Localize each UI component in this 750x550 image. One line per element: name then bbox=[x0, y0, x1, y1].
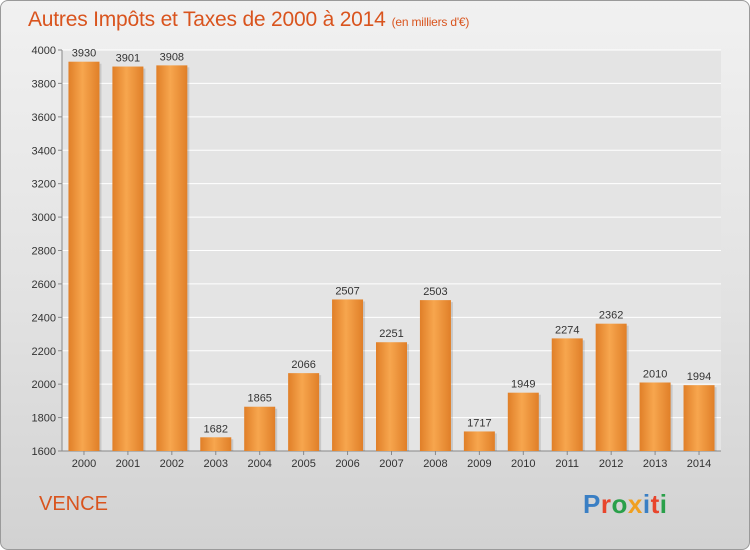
bar-value-label: 3930 bbox=[72, 48, 96, 60]
y-tick-label: 3800 bbox=[32, 78, 56, 90]
bar bbox=[332, 299, 364, 451]
bar bbox=[68, 61, 100, 452]
logo-letter: x bbox=[627, 489, 643, 519]
bar bbox=[551, 338, 583, 451]
x-tick-label: 2004 bbox=[247, 458, 271, 470]
bar-value-label: 1994 bbox=[687, 371, 711, 383]
proxiti-logo: Proxiti bbox=[583, 489, 667, 520]
y-tick-label: 2400 bbox=[32, 312, 56, 324]
bar-value-label: 2274 bbox=[555, 324, 579, 336]
bar bbox=[112, 66, 144, 451]
y-tick-label: 3200 bbox=[32, 179, 56, 191]
bar-value-label: 1865 bbox=[247, 393, 271, 405]
bar-value-label: 1682 bbox=[204, 423, 228, 435]
y-tick-label: 3400 bbox=[32, 145, 56, 157]
y-tick-label: 2200 bbox=[32, 346, 56, 358]
x-tick-label: 2006 bbox=[335, 458, 359, 470]
y-tick-label: 3000 bbox=[32, 212, 56, 224]
x-tick-label: 2000 bbox=[72, 458, 96, 470]
bar bbox=[683, 385, 715, 451]
y-tick-label: 2000 bbox=[32, 379, 56, 391]
bar bbox=[156, 65, 188, 451]
bar bbox=[595, 323, 627, 451]
bar-value-label: 2010 bbox=[643, 368, 667, 380]
chart-subtitle: (en milliers d'€) bbox=[391, 15, 470, 29]
y-tick-label: 1600 bbox=[32, 446, 56, 458]
x-tick-label: 2005 bbox=[291, 458, 315, 470]
y-tick-label: 2800 bbox=[32, 246, 56, 258]
logo-letter: o bbox=[611, 489, 628, 519]
x-tick-label: 2014 bbox=[687, 458, 711, 470]
x-tick-label: 2013 bbox=[643, 458, 667, 470]
bar bbox=[507, 392, 539, 451]
bar bbox=[200, 437, 232, 451]
bar-value-label: 2362 bbox=[599, 310, 623, 322]
y-tick-label: 2600 bbox=[32, 279, 56, 291]
bar bbox=[463, 431, 495, 451]
bar-value-label: 2066 bbox=[291, 359, 315, 371]
bar-value-label: 3908 bbox=[160, 51, 184, 63]
y-tick-label: 1800 bbox=[32, 413, 56, 425]
x-tick-label: 2011 bbox=[555, 458, 579, 470]
logo-letter: i bbox=[659, 489, 668, 519]
place-name: VENCE bbox=[39, 493, 108, 515]
bar bbox=[244, 406, 276, 451]
x-tick-label: 2007 bbox=[379, 458, 403, 470]
x-tick-label: 2012 bbox=[599, 458, 623, 470]
bar bbox=[288, 373, 320, 451]
x-tick-label: 2001 bbox=[116, 458, 140, 470]
bar bbox=[639, 382, 671, 451]
y-tick-label: 4000 bbox=[32, 45, 56, 57]
bar-value-label: 1949 bbox=[511, 379, 535, 391]
bar-value-label: 2251 bbox=[379, 328, 403, 340]
logo-letter: P bbox=[583, 489, 601, 519]
bar-value-label: 2507 bbox=[335, 285, 359, 297]
chart-title-text: Autres Impôts et Taxes de 2000 à 2014 bbox=[28, 8, 386, 31]
x-tick-label: 2002 bbox=[160, 458, 184, 470]
x-tick-label: 2008 bbox=[423, 458, 447, 470]
x-tick-label: 2009 bbox=[467, 458, 491, 470]
logo-letter: r bbox=[600, 489, 612, 519]
logo-letter: t bbox=[650, 489, 660, 519]
bar bbox=[419, 300, 451, 451]
logo-letter: i bbox=[642, 489, 651, 519]
bar bbox=[376, 342, 407, 451]
x-tick-label: 2010 bbox=[511, 458, 535, 470]
chart-title: Autres Impôts et Taxes de 2000 à 2014 (en… bbox=[28, 8, 469, 32]
bar-value-label: 1717 bbox=[467, 417, 491, 429]
bar-value-label: 3901 bbox=[116, 53, 140, 65]
bar-value-label: 2503 bbox=[423, 286, 447, 298]
y-tick-label: 3600 bbox=[32, 112, 56, 124]
x-tick-label: 2003 bbox=[204, 458, 228, 470]
